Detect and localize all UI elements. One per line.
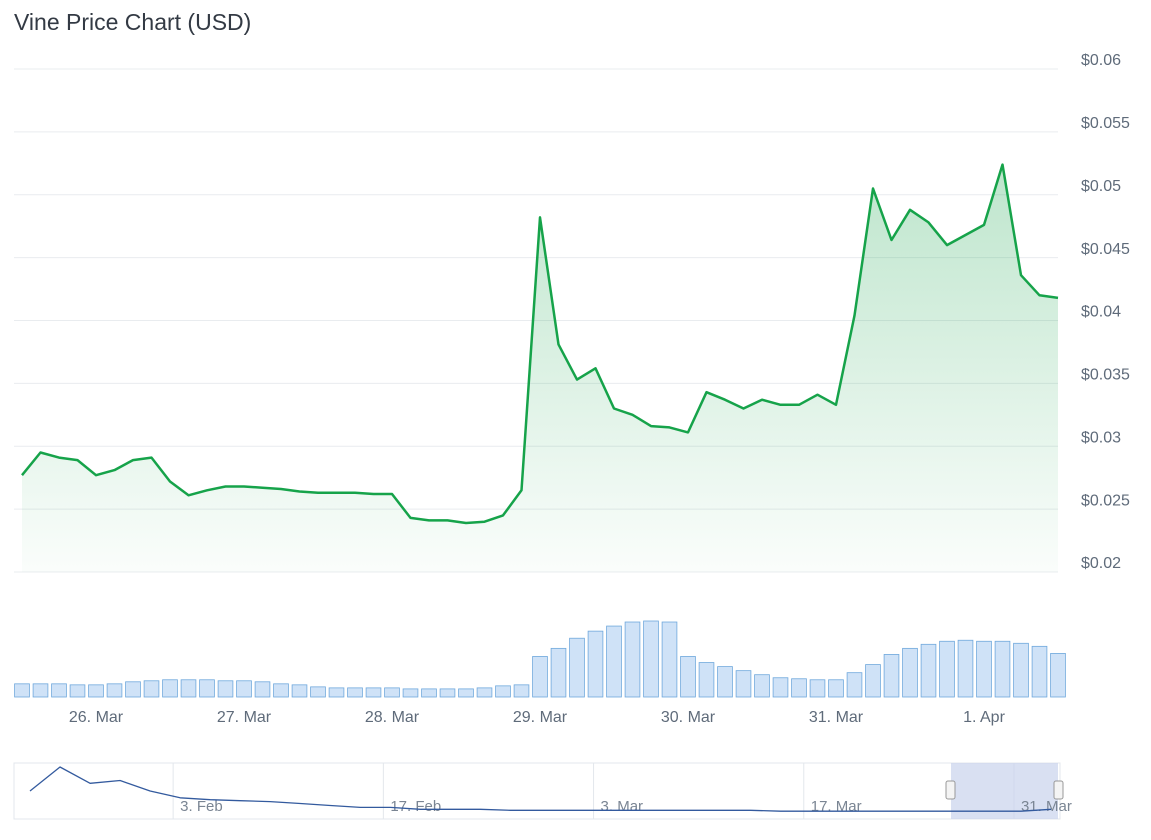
navigator-line bbox=[29, 766, 1052, 812]
volume-bar bbox=[310, 686, 326, 698]
volume-bar bbox=[902, 647, 918, 698]
volume-bar bbox=[69, 684, 86, 698]
y-tick-label: $0.045 bbox=[1081, 241, 1130, 258]
volume-bar bbox=[143, 680, 160, 698]
volume-bar bbox=[920, 643, 937, 698]
volume-bar bbox=[550, 647, 567, 698]
volume-bar bbox=[476, 687, 493, 698]
volume-bar bbox=[180, 679, 197, 698]
y-tick-label: $0.02 bbox=[1081, 555, 1121, 572]
volume-bar bbox=[643, 620, 659, 698]
volume-bar bbox=[32, 683, 49, 698]
volume-bar bbox=[217, 680, 234, 698]
volume-bar bbox=[698, 662, 715, 698]
volume-bar bbox=[809, 679, 826, 698]
volume-bar bbox=[661, 621, 678, 698]
navigator-handle[interactable] bbox=[1053, 780, 1064, 800]
navigator-label: 31. Mar bbox=[1021, 798, 1072, 815]
volume-bar bbox=[606, 625, 622, 698]
volume-bar bbox=[735, 670, 752, 698]
chart-title: Vine Price Chart (USD) bbox=[14, 9, 251, 35]
volume-bar bbox=[254, 681, 271, 698]
volume-bar bbox=[199, 679, 215, 698]
x-tick-label: 29. Mar bbox=[513, 709, 568, 726]
volume-bar bbox=[402, 688, 419, 698]
volume-bar bbox=[846, 672, 863, 698]
navigator-label: 17. Mar bbox=[811, 798, 862, 815]
navigator-handle[interactable] bbox=[945, 780, 956, 800]
volume-bar bbox=[865, 664, 881, 698]
volume-bar bbox=[273, 683, 289, 698]
volume-bar bbox=[957, 639, 974, 698]
x-tick-label: 31. Mar bbox=[809, 709, 864, 726]
volume-bar bbox=[236, 680, 252, 698]
volume-bar bbox=[14, 683, 30, 698]
volume-bar bbox=[291, 684, 308, 698]
volume-bar bbox=[365, 687, 382, 698]
volume-bar bbox=[587, 630, 604, 698]
volume-bar bbox=[384, 687, 400, 698]
volume-bar bbox=[162, 679, 178, 698]
volume-bar bbox=[495, 685, 511, 698]
volume-bar bbox=[513, 684, 530, 698]
volume-bar bbox=[569, 637, 585, 698]
y-tick-label: $0.03 bbox=[1081, 429, 1121, 446]
volume-bar bbox=[439, 688, 456, 698]
x-tick-label: 26. Mar bbox=[69, 709, 124, 726]
volume-bar bbox=[883, 654, 900, 698]
volume-bar bbox=[717, 666, 733, 698]
price-line bbox=[21, 163, 1059, 525]
x-tick-label: 1. Apr bbox=[963, 709, 1005, 726]
y-tick-label: $0.055 bbox=[1081, 115, 1130, 132]
volume-bar bbox=[976, 640, 992, 698]
x-tick-label: 27. Mar bbox=[217, 709, 272, 726]
volume-bar bbox=[51, 683, 67, 698]
volume-bar bbox=[125, 681, 141, 698]
volume-bar bbox=[421, 688, 437, 698]
volume-bar bbox=[347, 687, 363, 698]
y-tick-label: $0.025 bbox=[1081, 492, 1130, 509]
volume-bar bbox=[532, 656, 548, 698]
volume-bar bbox=[106, 683, 123, 698]
y-tick-label: $0.035 bbox=[1081, 367, 1130, 384]
y-tick-label: $0.06 bbox=[1081, 52, 1121, 69]
navigator-label: 3. Mar bbox=[601, 798, 644, 815]
volume-bar bbox=[939, 640, 955, 698]
volume-bar bbox=[680, 656, 696, 698]
volume-bar bbox=[88, 684, 104, 698]
volume-bar bbox=[994, 640, 1011, 698]
volume-bar bbox=[772, 677, 789, 698]
volume-bar bbox=[1031, 645, 1048, 698]
navigator-label: 3. Feb bbox=[180, 798, 223, 815]
volume-bar bbox=[1013, 642, 1029, 698]
x-tick-label: 28. Mar bbox=[365, 709, 420, 726]
volume-bar bbox=[458, 688, 474, 698]
y-tick-label: $0.05 bbox=[1081, 178, 1121, 195]
navigator-label: 17. Feb bbox=[390, 798, 441, 815]
volume-bar bbox=[791, 678, 807, 698]
y-tick-label: $0.04 bbox=[1081, 304, 1121, 321]
x-tick-label: 30. Mar bbox=[661, 709, 716, 726]
volume-bar bbox=[1050, 653, 1066, 698]
volume-bar bbox=[624, 621, 641, 698]
volume-bar bbox=[828, 679, 844, 698]
price-area bbox=[22, 164, 1058, 572]
volume-bar bbox=[328, 687, 345, 698]
volume-bar bbox=[754, 674, 770, 698]
